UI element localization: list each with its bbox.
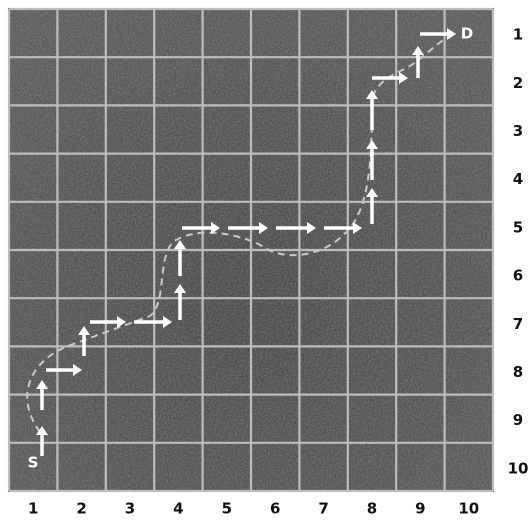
column-label: 2	[76, 500, 86, 518]
arrow-head	[366, 90, 378, 99]
arrow	[134, 316, 172, 328]
row-label: 6	[513, 267, 523, 285]
arrow-head	[366, 140, 378, 149]
arrow	[182, 222, 220, 234]
arrow	[78, 326, 90, 356]
arrow	[36, 380, 48, 410]
arrow-head	[353, 222, 362, 234]
arrow	[372, 72, 408, 84]
arrow-head	[399, 72, 408, 84]
arrow-head	[412, 46, 424, 55]
arrow-head	[78, 326, 90, 335]
arrow-head	[36, 426, 48, 435]
row-label: 7	[513, 315, 523, 333]
column-label: 6	[270, 500, 280, 518]
row-label: 9	[513, 411, 523, 429]
route-arrows	[36, 28, 456, 456]
arrow-head	[36, 380, 48, 389]
column-label: 10	[458, 500, 479, 518]
start-label: S	[28, 454, 39, 472]
arrow	[46, 364, 82, 376]
row-label: 1	[513, 26, 523, 44]
row-label: 5	[513, 218, 523, 236]
arrow-head	[117, 316, 126, 328]
row-label: 10	[508, 459, 529, 477]
row-label: 4	[513, 170, 523, 188]
column-label: 4	[173, 500, 183, 518]
arrow-head	[447, 28, 456, 40]
column-label: 5	[222, 500, 232, 518]
column-label: 1	[28, 500, 38, 518]
arrow	[366, 90, 378, 130]
column-label: 3	[125, 500, 135, 518]
row-label: 8	[513, 363, 523, 381]
arrow-head	[259, 222, 268, 234]
arrow-head	[366, 188, 378, 197]
arrow	[412, 46, 424, 78]
column-label: 8	[367, 500, 377, 518]
row-label: 2	[513, 74, 523, 92]
arrow-head	[73, 364, 82, 376]
arrow	[276, 222, 316, 234]
arrow-head	[163, 316, 172, 328]
arrow-head	[211, 222, 220, 234]
arrow	[228, 222, 268, 234]
arrow-head	[174, 240, 186, 249]
column-label: 9	[415, 500, 425, 518]
end-label: D	[461, 25, 473, 43]
arrow	[366, 140, 378, 180]
planned-route	[26, 34, 453, 433]
arrow	[174, 284, 186, 320]
grid-lines	[7, 7, 495, 493]
arrow	[366, 188, 378, 224]
arrow	[90, 316, 126, 328]
arrow	[420, 28, 456, 40]
arrow-head	[174, 284, 186, 293]
arrow-head	[307, 222, 316, 234]
arrow	[174, 240, 186, 276]
column-label: 7	[318, 500, 328, 518]
row-label: 3	[513, 122, 523, 140]
arrow	[36, 426, 48, 456]
arrow	[324, 222, 362, 234]
